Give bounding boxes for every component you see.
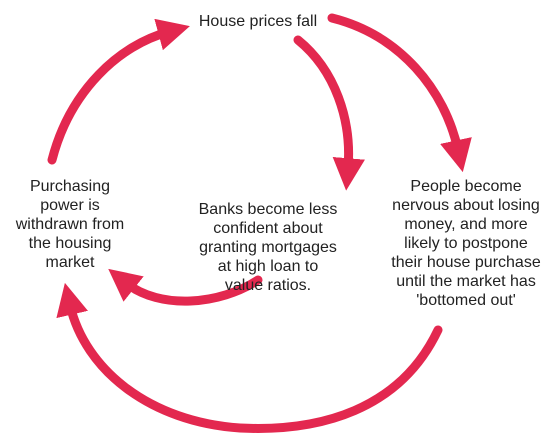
node-label: nervous about losing	[392, 197, 540, 214]
node-label: market	[46, 254, 95, 271]
node-label: value ratios.	[225, 277, 311, 294]
arrow	[108, 268, 263, 306]
node-label: their house purchase	[391, 254, 541, 271]
node-label: Purchasing	[30, 178, 110, 195]
arrow	[327, 13, 472, 173]
node-label: Banks become less	[199, 201, 338, 218]
title: House prices fall	[199, 13, 317, 30]
arrow	[47, 18, 190, 165]
node-label: the housing	[29, 235, 112, 252]
node-label: confident about	[213, 220, 323, 237]
node-label: until the market has	[396, 273, 536, 290]
node-label: withdrawn from	[15, 216, 124, 233]
node-label: 'bottomed out'	[416, 292, 516, 309]
node-label: granting mortgages	[199, 239, 337, 256]
node-label: at high loan to	[218, 258, 319, 275]
node-label: likely to postpone	[404, 235, 528, 252]
arrow	[293, 35, 365, 191]
node-label: People become	[410, 178, 521, 195]
arrow	[56, 282, 443, 433]
node-label: power is	[40, 197, 100, 214]
nodes: Purchasing power is withdrawn from the hous…	[15, 178, 541, 309]
node-label: money, and more	[404, 216, 527, 233]
